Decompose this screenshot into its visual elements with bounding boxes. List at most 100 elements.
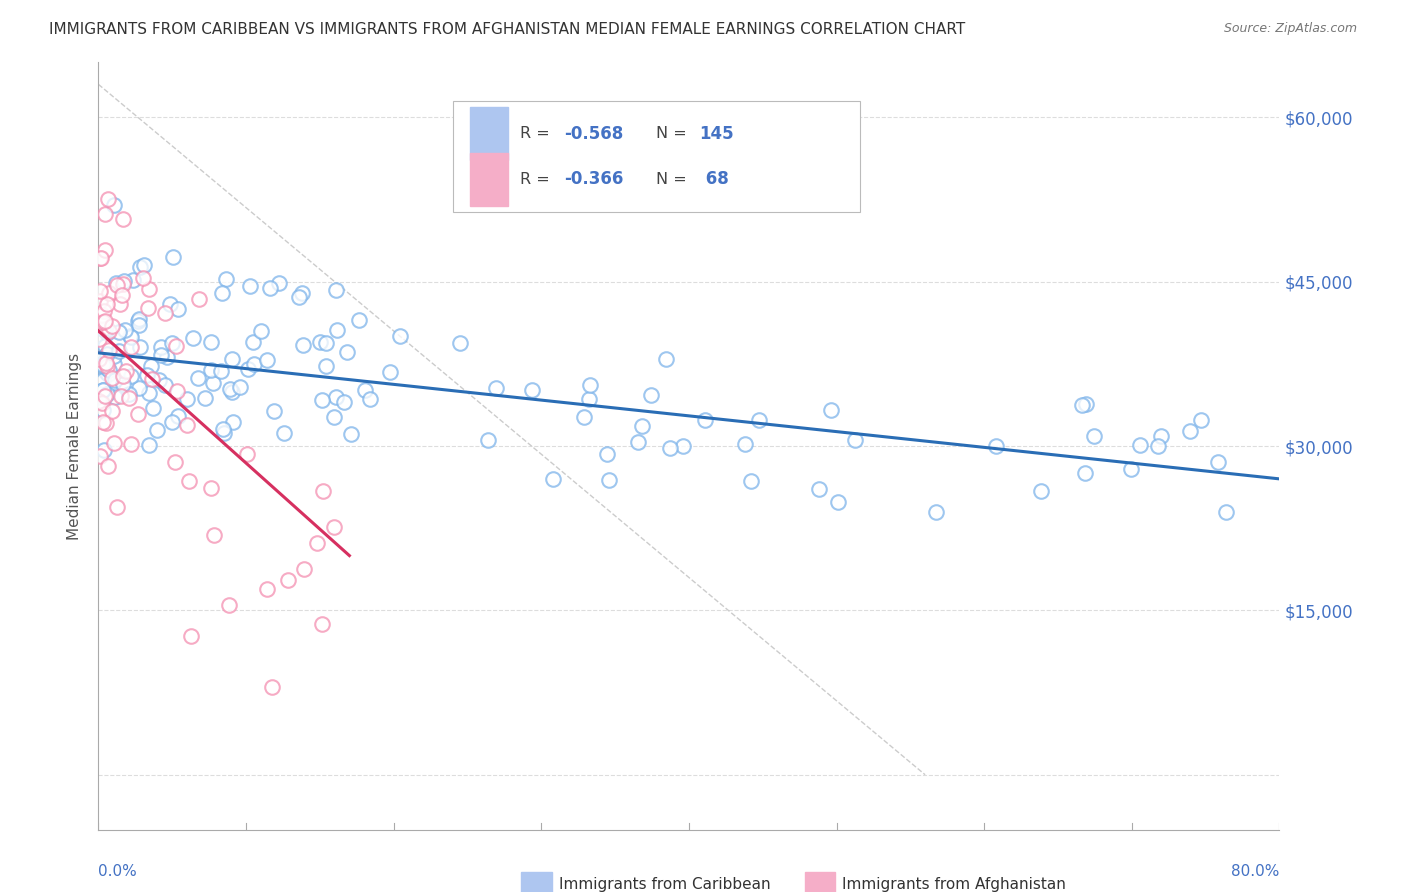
Point	[110, 389, 132, 403]
Point	[90, 251, 112, 265]
Point	[221, 351, 243, 366]
Point	[1206, 455, 1229, 469]
FancyBboxPatch shape	[522, 871, 553, 892]
Point	[844, 433, 866, 447]
Point	[96, 347, 118, 361]
Point	[89, 352, 111, 367]
Point	[91, 351, 114, 365]
Point	[309, 334, 332, 349]
Point	[242, 357, 264, 371]
Point	[128, 381, 150, 395]
Point	[354, 383, 377, 397]
Point	[339, 427, 361, 442]
Point	[672, 439, 695, 453]
Point	[103, 373, 125, 387]
Point	[96, 297, 118, 311]
Point	[578, 392, 600, 406]
Point	[91, 373, 114, 387]
Point	[1074, 397, 1097, 411]
Point	[159, 297, 181, 311]
Text: Immigrants from Caribbean: Immigrants from Caribbean	[560, 878, 770, 892]
Point	[97, 192, 120, 206]
Point	[177, 474, 200, 488]
Point	[155, 350, 177, 364]
Point	[150, 348, 173, 362]
Point	[311, 616, 333, 631]
Point	[120, 329, 142, 343]
Point	[256, 353, 278, 368]
Point	[97, 367, 120, 381]
Point	[138, 437, 160, 451]
Point	[103, 435, 125, 450]
Point	[112, 277, 135, 292]
Point	[380, 365, 402, 379]
Point	[291, 285, 314, 300]
Point	[104, 390, 127, 404]
Point	[1029, 483, 1052, 498]
Point	[89, 333, 111, 347]
Point	[572, 410, 595, 425]
Point	[1215, 505, 1237, 519]
FancyBboxPatch shape	[804, 871, 835, 892]
Point	[925, 505, 948, 519]
Point	[211, 285, 233, 300]
Point	[91, 403, 114, 417]
FancyBboxPatch shape	[471, 107, 508, 160]
Point	[90, 315, 112, 329]
Point	[96, 386, 118, 401]
Text: 0.0%: 0.0%	[98, 864, 138, 880]
Point	[107, 344, 129, 359]
Point	[120, 330, 142, 344]
Point	[176, 392, 198, 406]
Point	[188, 292, 211, 306]
Point	[250, 324, 273, 338]
Point	[1178, 424, 1201, 438]
Point	[91, 358, 114, 372]
Point	[598, 473, 620, 487]
Point	[120, 369, 142, 384]
Point	[1119, 461, 1142, 475]
Point	[93, 304, 115, 318]
Point	[187, 371, 209, 385]
Point	[94, 366, 117, 380]
Text: -0.568: -0.568	[564, 125, 623, 143]
Point	[221, 415, 243, 429]
Point	[96, 356, 118, 370]
Point	[108, 296, 131, 310]
Point	[209, 364, 232, 378]
Point	[312, 483, 335, 498]
Text: 80.0%: 80.0%	[1232, 864, 1279, 880]
Point	[180, 630, 202, 644]
Point	[120, 341, 142, 355]
Point	[153, 378, 176, 392]
Point	[132, 258, 155, 272]
Point	[1129, 438, 1152, 452]
Point	[640, 388, 662, 402]
Point	[94, 416, 117, 430]
Point	[89, 293, 111, 308]
Point	[98, 362, 121, 376]
Text: N =: N =	[655, 171, 692, 186]
Point	[100, 378, 122, 392]
Point	[748, 413, 770, 427]
Point	[150, 340, 173, 354]
Point	[229, 380, 252, 394]
Point	[214, 425, 236, 440]
Point	[315, 335, 337, 350]
Point	[333, 395, 356, 409]
Point	[166, 384, 188, 398]
Point	[94, 323, 117, 337]
Point	[630, 419, 652, 434]
Point	[236, 361, 259, 376]
Point	[323, 520, 346, 534]
Point	[108, 326, 131, 340]
Point	[239, 278, 262, 293]
Point	[162, 251, 184, 265]
Point	[112, 275, 135, 289]
Point	[145, 423, 167, 437]
Point	[101, 370, 124, 384]
Point	[655, 351, 678, 366]
Point	[110, 288, 132, 302]
Point	[89, 284, 111, 298]
Point	[262, 680, 284, 694]
